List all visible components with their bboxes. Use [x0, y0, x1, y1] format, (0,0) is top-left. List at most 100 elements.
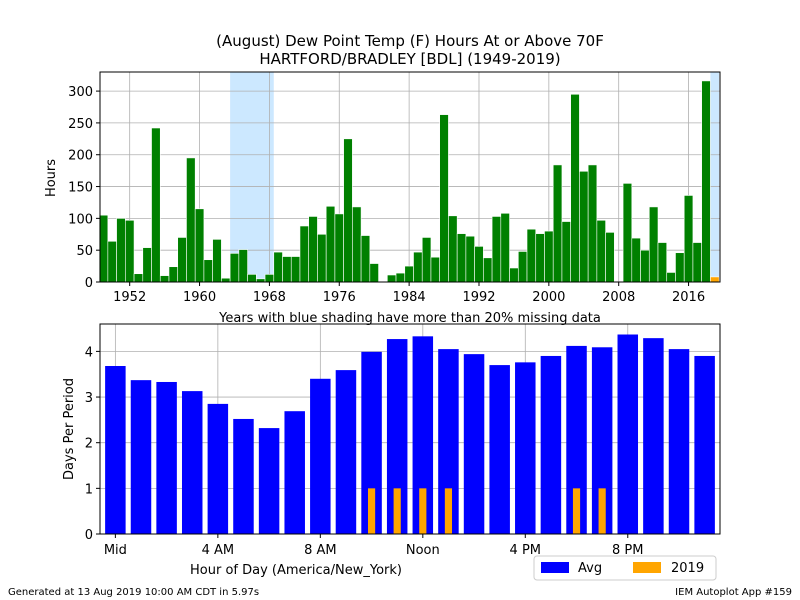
x-tick-label: 4 PM	[510, 543, 541, 558]
year-bar	[395, 272, 406, 283]
year-bar	[221, 277, 231, 283]
legend-swatch-avg	[541, 562, 569, 573]
year-bar	[526, 228, 537, 283]
avg-bar	[310, 378, 331, 534]
current-year-bar	[572, 488, 581, 534]
bottom-y-axis-label: Days Per Period	[62, 378, 77, 480]
year-bar	[133, 273, 144, 283]
bottom-x-axis-label: Hour of Day (America/New_York)	[190, 563, 402, 578]
avg-bar	[130, 380, 152, 534]
year-bar	[587, 164, 598, 283]
year-bar	[561, 221, 571, 283]
x-tick-label: 1984	[393, 290, 426, 305]
x-tick-label: 1960	[183, 290, 216, 305]
avg-bar	[566, 345, 587, 534]
x-tick-label: Noon	[406, 543, 440, 558]
chart-title-line2: HARTFORD/BRADLEY [BDL] (1949-2019)	[259, 50, 560, 68]
legend-frame	[533, 555, 717, 581]
avg-bar	[540, 355, 562, 534]
year-bar	[579, 170, 589, 283]
year-bar	[465, 235, 475, 283]
y-tick-label: 2	[85, 437, 93, 452]
x-tick-label: Mid	[104, 543, 127, 558]
current-year-bar	[367, 488, 376, 534]
y-tick-label: 100	[68, 212, 93, 227]
year-bar	[622, 183, 633, 283]
year-bar	[273, 251, 283, 283]
x-tick-label: 8 PM	[612, 543, 643, 558]
hourly-days-chart: Mid 4 AM 8 AM Noon 4 PM 8 PM 0 1 2 3 4	[85, 323, 721, 558]
year-bar	[142, 247, 152, 283]
legend: Avg 2019	[533, 555, 717, 581]
year-bar	[675, 252, 685, 283]
year-bar	[334, 213, 344, 283]
avg-bar	[361, 351, 382, 534]
year-bar	[360, 235, 371, 283]
year-bar	[247, 274, 257, 283]
year-bar	[657, 242, 668, 283]
x-tick-label: 8 AM	[304, 543, 337, 558]
year-bar	[194, 208, 205, 283]
year-bar	[509, 267, 519, 283]
year-bar	[168, 266, 179, 283]
year-bar	[386, 274, 397, 283]
avg-bar	[105, 366, 126, 534]
year-bar	[369, 263, 379, 283]
legend-label-2019: 2019	[671, 561, 704, 576]
y-tick-label: 250	[68, 117, 93, 132]
year-bar	[404, 265, 414, 283]
year-bar	[151, 127, 161, 283]
year-bar	[666, 272, 676, 283]
avg-bar	[284, 411, 305, 534]
hours-chart: 1952 1960 1968 1976 1984 1992 2000 2008 2016 0 50 1…	[68, 71, 721, 305]
year-bar	[352, 206, 362, 283]
year-bar	[430, 256, 440, 283]
year-bar	[413, 251, 423, 283]
plot-frame	[99, 323, 721, 535]
avg-bar	[591, 347, 613, 534]
year-bar	[517, 251, 528, 283]
year-bar	[317, 233, 327, 283]
year-bar	[290, 256, 301, 283]
year-bar	[535, 233, 545, 283]
y-tick-label: 200	[68, 149, 93, 164]
top-y-axis-label: Hours	[44, 159, 59, 197]
year-bar	[474, 246, 484, 283]
year-bar	[159, 275, 170, 283]
year-bar	[483, 257, 493, 283]
missing-data-shade	[710, 72, 720, 282]
year-bar	[439, 114, 449, 283]
x-tick-label: 1976	[323, 290, 356, 305]
chart-title-line1: (August) Dew Point Temp (F) Hours At or …	[216, 32, 604, 50]
year-bar	[648, 206, 659, 283]
year-bar	[238, 249, 248, 283]
y-tick-label: 50	[76, 244, 93, 259]
footer-app-id: IEM Autoplot App #159	[675, 587, 792, 598]
avg-bar	[438, 349, 459, 534]
y-tick-label: 4	[85, 345, 93, 360]
year-bar	[186, 157, 196, 283]
current-year-bar	[393, 488, 401, 534]
year-bar	[421, 237, 432, 283]
x-tick-label: 2016	[672, 290, 705, 305]
missing-data-shade	[230, 72, 274, 282]
year-bar	[125, 219, 135, 283]
year-bar	[264, 274, 275, 283]
year-bar	[570, 93, 580, 283]
year-bar	[282, 256, 292, 283]
year-bar	[701, 80, 711, 283]
avg-bar	[617, 334, 639, 534]
current-year-bar	[419, 488, 427, 534]
avg-bar	[515, 362, 536, 534]
x-tick-label: 4 AM	[202, 543, 235, 558]
year-bar	[456, 233, 467, 283]
year-bar	[116, 218, 126, 283]
avg-bar	[694, 355, 715, 534]
y-tick-label: 300	[68, 85, 93, 100]
year-bar	[212, 239, 222, 283]
y-tick-label: 150	[68, 181, 93, 196]
avg-bar	[412, 336, 434, 534]
x-tick-label: 1952	[113, 290, 146, 305]
year-bar	[640, 249, 650, 283]
current-year-bar	[598, 488, 606, 534]
